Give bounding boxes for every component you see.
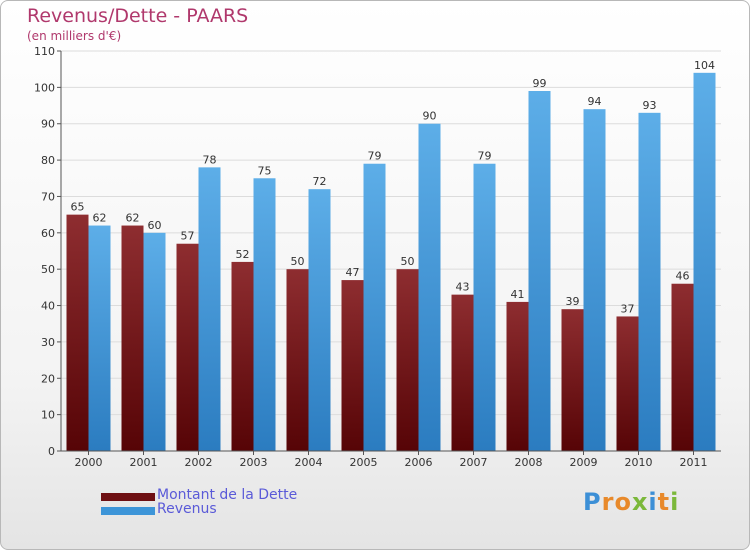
x-tick-label: 2002 <box>185 456 213 469</box>
data-label-dette: 65 <box>71 201 85 214</box>
bar-dette <box>66 214 89 451</box>
bar-dette <box>286 269 309 451</box>
data-label-dette: 57 <box>181 230 195 243</box>
bar-revenus <box>473 163 496 451</box>
bar-revenus <box>363 163 386 451</box>
y-tick-label: 40 <box>41 300 55 313</box>
bar-dette <box>231 261 254 451</box>
x-tick-label: 2011 <box>680 456 708 469</box>
y-tick-label: 60 <box>41 227 55 240</box>
data-label-dette: 62 <box>126 212 140 225</box>
x-tick-label: 2003 <box>240 456 268 469</box>
data-label-dette: 41 <box>511 288 525 301</box>
bar-revenus <box>143 232 166 451</box>
data-label-revenus: 78 <box>203 153 217 166</box>
y-tick-label: 80 <box>41 154 55 167</box>
legend-swatch-dette <box>101 493 155 501</box>
y-tick-label: 90 <box>41 118 55 131</box>
data-label-revenus: 104 <box>694 59 715 72</box>
bars: 65 62 62 60 57 78 52 75 50 72 47 79 50 90 43 79 41 99 39 94… <box>66 59 716 452</box>
bar-dette <box>121 225 144 451</box>
bar-revenus <box>253 178 276 452</box>
data-label-dette: 50 <box>291 255 305 268</box>
legend-label-dette: Montant de la Dette <box>157 487 298 503</box>
data-label-revenus: 79 <box>478 150 492 163</box>
data-label-revenus: 72 <box>313 175 327 188</box>
axes: 0 10 20 30 40 50 60 70 80 90 100 110 2000 2001 2002 200… <box>34 45 721 469</box>
bar-dette <box>451 294 474 451</box>
x-tick-label: 2006 <box>405 456 433 469</box>
bar-revenus <box>583 109 606 451</box>
x-tick-label: 2007 <box>460 456 488 469</box>
chart-subtitle: (en milliers d'€) <box>27 29 122 43</box>
data-label-dette: 50 <box>401 255 415 268</box>
bar-dette <box>671 283 694 451</box>
data-label-revenus: 79 <box>368 150 382 163</box>
x-tick-label: 2010 <box>625 456 653 469</box>
bar-dette <box>176 243 199 451</box>
legend-label-revenus: Revenus <box>157 501 217 517</box>
y-tick-label: 0 <box>48 445 55 458</box>
data-label-dette: 37 <box>621 302 635 315</box>
data-label-dette: 46 <box>676 270 690 283</box>
data-label-dette: 39 <box>566 295 580 308</box>
x-tick-label: 2000 <box>75 456 103 469</box>
bar-dette <box>396 269 419 451</box>
data-label-revenus: 90 <box>423 110 437 123</box>
proxiti-logo: Proxiti <box>583 488 680 516</box>
x-tick-label: 2009 <box>570 456 598 469</box>
y-tick-label: 20 <box>41 372 55 385</box>
legend-swatch-revenus <box>101 507 155 515</box>
bar-revenus <box>198 167 221 451</box>
data-label-dette: 47 <box>346 266 360 279</box>
data-label-revenus: 93 <box>643 99 657 112</box>
data-label-dette: 43 <box>456 281 470 294</box>
y-tick-label: 100 <box>34 81 55 94</box>
bar-dette <box>561 309 584 451</box>
bar-dette <box>506 301 529 451</box>
y-tick-label: 70 <box>41 190 55 203</box>
grid-lines <box>61 50 721 452</box>
data-label-revenus: 99 <box>533 77 547 90</box>
bar-dette <box>616 316 639 451</box>
y-tick-label: 50 <box>41 263 55 276</box>
data-label-dette: 52 <box>236 248 250 261</box>
data-label-revenus: 60 <box>148 219 162 232</box>
y-tick-label: 30 <box>41 336 55 349</box>
data-label-revenus: 94 <box>588 95 602 108</box>
data-label-revenus: 75 <box>258 164 272 177</box>
y-tick-label: 10 <box>41 409 55 422</box>
bar-revenus <box>528 91 551 451</box>
bar-dette <box>341 280 364 451</box>
bar-revenus <box>88 225 111 451</box>
x-tick-label: 2008 <box>515 456 543 469</box>
y-tick-label: 110 <box>34 45 55 58</box>
data-label-revenus: 62 <box>93 212 107 225</box>
x-tick-label: 2004 <box>295 456 323 469</box>
x-tick-label: 2005 <box>350 456 378 469</box>
x-tick-label: 2001 <box>130 456 158 469</box>
bar-revenus <box>418 123 441 452</box>
bar-revenus <box>308 189 331 451</box>
chart-title: Revenus/Dette - PAARS <box>27 5 249 27</box>
bar-revenus <box>693 72 716 452</box>
bar-revenus <box>638 112 661 452</box>
